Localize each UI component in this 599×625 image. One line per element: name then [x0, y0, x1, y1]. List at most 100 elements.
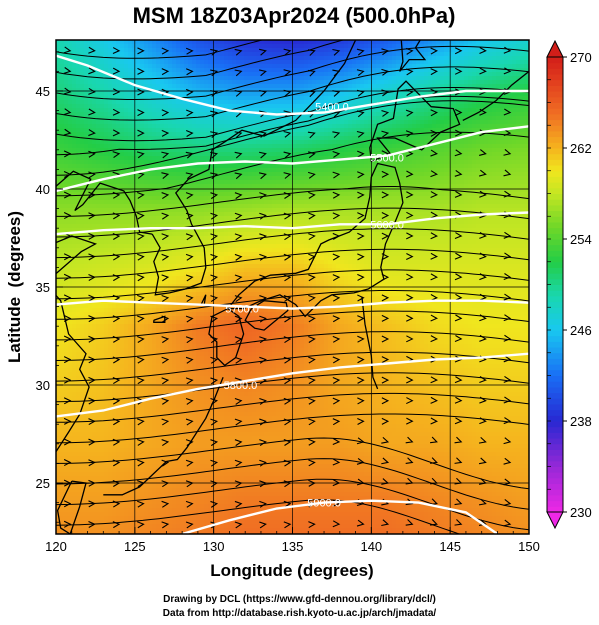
wind-arrow — [137, 356, 145, 364]
wind-arrow — [308, 315, 316, 323]
wind-arrow — [283, 233, 292, 241]
contour-5700.0 — [56, 299, 529, 310]
wind-arrow — [308, 191, 316, 199]
contour-label-5700.0: 5700.0 — [225, 304, 259, 316]
wind-arrow — [405, 109, 414, 117]
wind-arrow — [332, 479, 341, 487]
wind-arrow — [381, 211, 390, 219]
wind-arrow — [88, 335, 96, 343]
wind-arrow — [112, 67, 121, 75]
wind-arrow — [405, 130, 414, 138]
wind-arrow — [430, 68, 438, 76]
wind-arrow — [88, 273, 96, 281]
wind-arrow — [406, 191, 414, 199]
wind-arrow — [308, 253, 316, 261]
x-tick-label: 135 — [282, 539, 304, 554]
wind-arrow — [283, 315, 292, 323]
wind-arrow — [161, 253, 170, 261]
wind-arrow — [454, 108, 463, 116]
wind-arrow — [430, 457, 438, 464]
wind-arrow — [185, 253, 194, 261]
streamline — [56, 45, 529, 100]
coast-jeju — [153, 315, 166, 323]
streamline — [56, 95, 529, 156]
wind-arrow — [63, 438, 72, 446]
wind-arrow — [332, 458, 341, 466]
wind-arrow — [136, 171, 145, 179]
wind-arrow — [454, 519, 463, 526]
contour-5400.0 — [56, 54, 529, 116]
wind-arrow — [234, 69, 243, 77]
streamline — [56, 228, 529, 259]
coast-honshu — [227, 162, 404, 318]
wind-arrow — [88, 191, 96, 199]
height-contours — [56, 54, 529, 534]
wind-arrow — [478, 436, 487, 444]
wind-arrow — [63, 108, 72, 116]
wind-arrow — [137, 253, 145, 261]
wind-arrow — [406, 314, 414, 322]
wind-arrow — [185, 47, 194, 55]
wind-arrow — [161, 192, 170, 199]
wind-arrow — [308, 438, 316, 446]
wind-arrow — [406, 294, 414, 302]
wind-arrow — [136, 151, 145, 159]
wind-arrow — [63, 67, 72, 74]
wind-arrow — [430, 273, 438, 281]
wind-arrow — [283, 48, 292, 56]
y-axis: 25 30 35 40 45 — [36, 51, 63, 523]
wind-arrow — [161, 47, 170, 55]
wind-arrow — [503, 396, 512, 404]
wind-arrow — [137, 47, 145, 55]
contour-5800.0 — [56, 352, 529, 418]
wind-arrow — [332, 418, 341, 426]
wind-arrow — [283, 377, 292, 385]
wind-arrow — [381, 356, 390, 364]
wind-arrow — [63, 479, 72, 487]
wind-arrow — [185, 500, 194, 508]
x-axis: 120 125 130 135 140 145 150 — [45, 527, 540, 554]
wind-arrow — [283, 151, 292, 159]
wind-arrow — [406, 376, 414, 384]
wind-arrow — [503, 293, 512, 301]
wind-arrow — [405, 477, 414, 485]
wind-arrow — [503, 314, 512, 322]
wind-arrow — [332, 191, 341, 199]
wind-arrow — [185, 521, 194, 529]
wind-arrow — [137, 88, 145, 96]
wind-arrow — [356, 457, 365, 465]
wind-arrow — [161, 151, 170, 159]
wind-arrow — [406, 232, 414, 240]
wind-arrow — [259, 315, 267, 323]
wind-arrow — [88, 520, 96, 528]
wind-arrow — [234, 274, 243, 282]
wind-arrow — [308, 233, 316, 241]
x-tick-label: 125 — [124, 539, 146, 554]
wind-arrow — [479, 108, 487, 116]
streamline — [56, 269, 529, 300]
wind-arrow — [503, 46, 512, 54]
wind-arrow — [356, 478, 365, 486]
wind-arrow — [185, 295, 194, 302]
wind-arrow — [112, 397, 121, 405]
wind-arrow — [430, 436, 438, 444]
wind-arrow — [259, 89, 267, 97]
streamline — [56, 413, 529, 444]
wind-arrow — [454, 376, 463, 384]
wind-arrow — [88, 294, 96, 302]
wind-arrow — [454, 314, 463, 322]
wind-arrow — [234, 439, 243, 447]
wind-arrow — [430, 191, 438, 199]
wind-arrow — [234, 480, 243, 488]
wind-arrow — [479, 190, 487, 198]
wind-arrow — [161, 129, 170, 137]
wind-arrow — [430, 47, 438, 55]
wind-arrow — [405, 498, 414, 506]
wind-arrow — [112, 500, 121, 508]
wind-arrow — [406, 397, 414, 405]
wind-arrow — [479, 149, 487, 156]
wind-arrow — [454, 190, 463, 198]
wind-arrow — [161, 172, 170, 179]
wind-arrow — [454, 457, 463, 464]
wind-arrow — [234, 253, 243, 261]
